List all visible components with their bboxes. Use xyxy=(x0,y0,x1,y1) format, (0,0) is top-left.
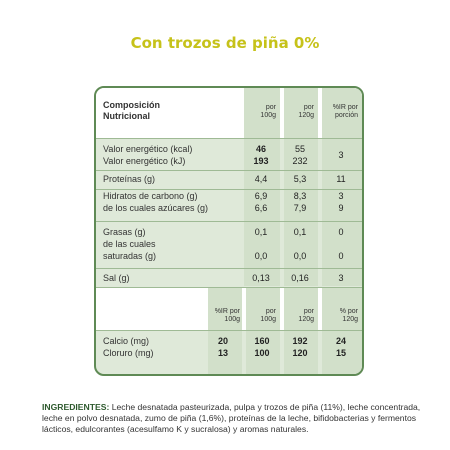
header-por120-1: por xyxy=(303,104,314,111)
row-label-de-las-cuales: de las cuales xyxy=(103,239,156,249)
row-label-kcal: Valor energético (kcal) xyxy=(103,144,193,154)
divider xyxy=(96,138,362,139)
val-cl-pct: 15 xyxy=(335,348,346,358)
ingredients-label: INGREDIENTES: xyxy=(42,402,110,412)
m-header-por120-2: 120g xyxy=(298,316,314,323)
row-label-proteinas: Proteínas (g) xyxy=(103,174,156,184)
val-kj-100: 193 xyxy=(253,156,269,166)
m-col-ir100-bg xyxy=(208,288,242,374)
val-sat-120: 0,0 xyxy=(293,251,307,261)
header-ir-1: %IR por xyxy=(332,104,358,111)
divider xyxy=(96,268,362,269)
row-label-cloruro: Cloruro (mg) xyxy=(103,348,154,358)
header-por100-1: por xyxy=(265,104,276,111)
ingredients-text: INGREDIENTES: Leche desnatada pasteuriza… xyxy=(42,402,422,435)
row-label-calcio: Calcio (mg) xyxy=(103,336,150,346)
val-ca-pct: 24 xyxy=(335,336,346,346)
row-label-sal: Sal (g) xyxy=(103,273,130,283)
m-header-ir100-2: 100g xyxy=(224,316,240,323)
val-cl-120: 120 xyxy=(292,348,308,358)
m-header-pct-2: 120g xyxy=(342,316,358,323)
val-kcal-100: 46 xyxy=(255,144,266,154)
val-ca-ir100: 20 xyxy=(217,336,228,346)
divider xyxy=(96,221,362,222)
val-kcal-ir: 3 xyxy=(338,150,344,160)
row-label-kj: Valor energético (kJ) xyxy=(103,156,186,166)
val-hc-120: 8,3 xyxy=(293,191,307,201)
product-title: Con trozos de piña 0% xyxy=(130,34,320,52)
col-120g-bg xyxy=(284,88,318,286)
divider xyxy=(96,170,362,171)
val-prot-100: 4,4 xyxy=(254,174,268,184)
header-ir-2: porción xyxy=(335,112,358,119)
row-label-hidratos: Hidratos de carbono (g) xyxy=(103,191,198,201)
header-por100-2: 100g xyxy=(260,112,276,119)
val-hc-ir: 3 xyxy=(338,191,344,201)
row-label-azucares: de los cuales azúcares (g) xyxy=(103,203,209,213)
val-ca-100: 160 xyxy=(254,336,270,346)
m-col-120-bg xyxy=(284,288,318,374)
ingredients-body: Leche desnatada pasteurizada, pulpa y tr… xyxy=(42,402,421,434)
divider xyxy=(96,189,362,190)
val-az-ir: 9 xyxy=(338,203,344,213)
val-gr-100: 0,1 xyxy=(254,227,268,237)
divider xyxy=(96,330,362,331)
header-nutricional: Nutricional xyxy=(103,111,151,121)
val-ca-120: 192 xyxy=(292,336,308,346)
row-label-saturadas: saturadas (g) xyxy=(103,251,157,261)
val-az-120: 7,9 xyxy=(293,203,307,213)
val-kcal-120: 55 xyxy=(294,144,305,154)
m-header-por100-2: 100g xyxy=(260,316,276,323)
val-hc-100: 6,9 xyxy=(254,191,268,201)
val-prot-ir: 11 xyxy=(336,174,346,184)
m-header-pct-1: % por xyxy=(339,308,358,315)
col-100g-bg xyxy=(244,88,280,286)
val-gr-120: 0,1 xyxy=(293,227,307,237)
val-kj-120: 232 xyxy=(292,156,308,166)
header-composicion: Composición xyxy=(103,100,161,110)
m-col-100-bg xyxy=(246,288,280,374)
val-gr-ir: 0 xyxy=(338,227,344,237)
val-sal-120: 0,16 xyxy=(291,273,309,283)
val-sat-100: 0,0 xyxy=(254,251,268,261)
m-header-ir100-1: %IR por xyxy=(214,308,240,315)
val-cl-ir100: 13 xyxy=(217,348,228,358)
val-sal-100: 0,13 xyxy=(252,273,270,283)
m-header-por120-1: por xyxy=(303,308,314,315)
nutrition-table: Composición Nutricional por 100g por 120… xyxy=(94,86,364,376)
val-sal-ir: 3 xyxy=(338,273,344,283)
val-prot-120: 5,3 xyxy=(293,174,307,184)
row-label-grasas: Grasas (g) xyxy=(103,227,146,237)
val-sat-ir: 0 xyxy=(338,251,344,261)
m-header-por100-1: por xyxy=(265,308,276,315)
header-por120-2: 120g xyxy=(298,112,314,119)
m-col-pct-bg xyxy=(322,288,362,374)
divider xyxy=(96,287,362,288)
val-cl-100: 100 xyxy=(254,348,270,358)
val-az-100: 6,6 xyxy=(254,203,268,213)
col-ir-bg xyxy=(322,88,362,286)
